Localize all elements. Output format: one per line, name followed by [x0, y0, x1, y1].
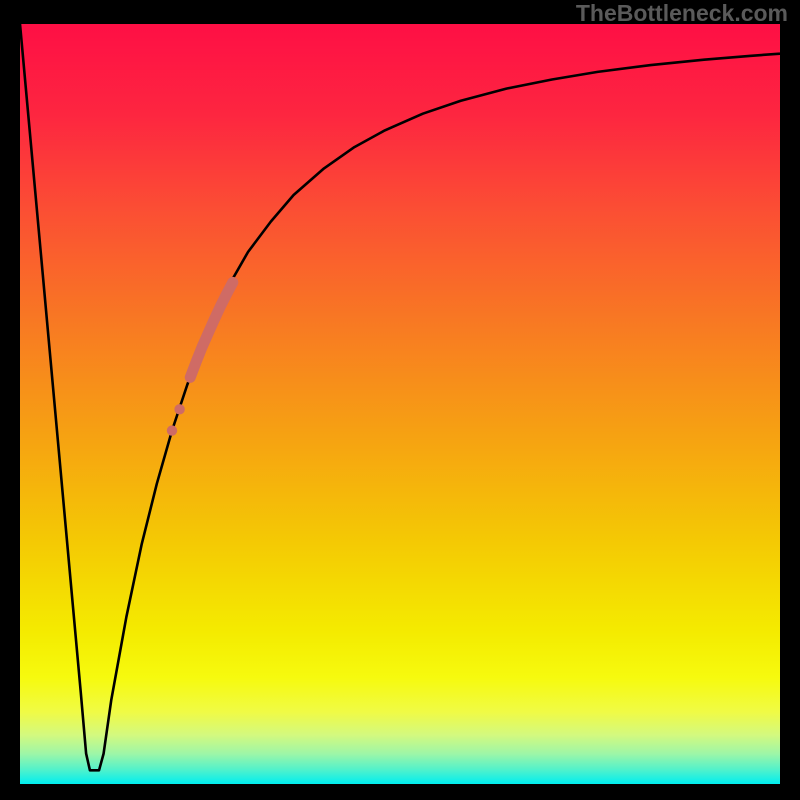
plot-area	[20, 24, 780, 784]
chart-stage: TheBottleneck.com	[0, 0, 800, 800]
watermark-text: TheBottleneck.com	[576, 0, 788, 27]
highlight-dot	[167, 425, 177, 435]
bottleneck-curve	[20, 24, 780, 770]
chart-svg	[20, 24, 780, 784]
highlight-dot	[174, 404, 184, 414]
highlight-segment	[190, 282, 233, 377]
